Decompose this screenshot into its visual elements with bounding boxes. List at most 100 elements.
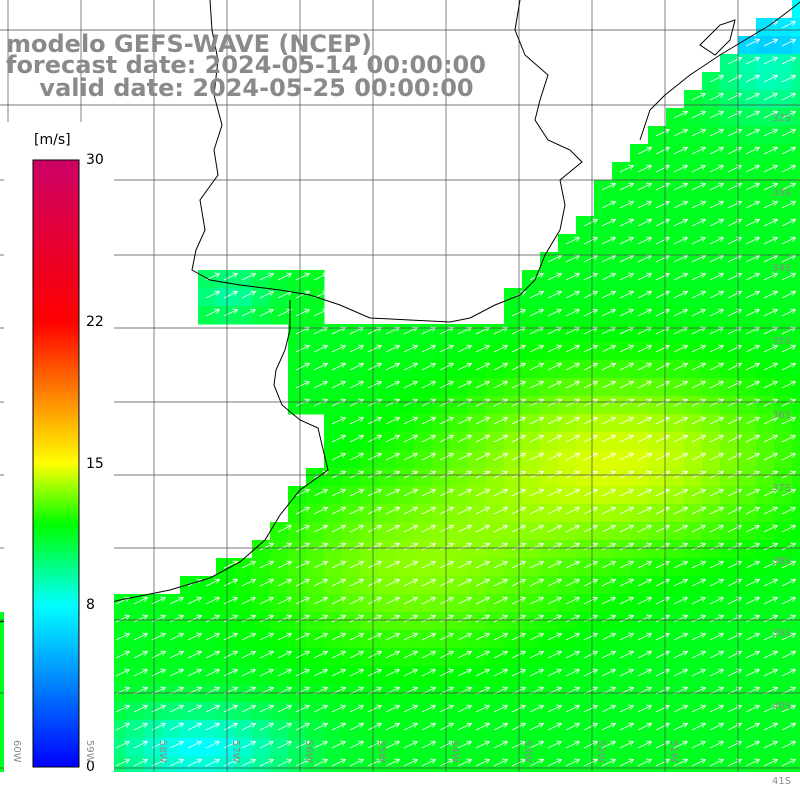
wind-arrow	[763, 362, 779, 371]
wind-arrow	[187, 650, 203, 659]
wind-arrow	[493, 650, 509, 659]
wind-arrow	[547, 380, 563, 389]
wind-arrow	[115, 614, 131, 623]
wind-arrow	[439, 344, 455, 353]
wind-arrow	[565, 560, 581, 569]
wind-arrow	[529, 434, 545, 443]
wind-arrow	[691, 740, 707, 749]
wind-arrow	[277, 668, 293, 677]
wind-arrow	[223, 722, 239, 731]
latitude-label: 41S	[772, 776, 792, 787]
wind-arrow	[313, 488, 329, 497]
longitude-label: 51W	[668, 740, 679, 763]
wind-arrow	[421, 668, 437, 677]
colorbar-frame	[32, 159, 80, 768]
wind-arrow	[169, 668, 185, 677]
wind-arrow	[475, 560, 491, 569]
wind-arrow	[349, 524, 365, 533]
wind-arrow	[673, 506, 689, 515]
wind-arrow	[745, 146, 761, 155]
wind-speed-cell	[792, 504, 800, 523]
wind-arrow	[601, 596, 617, 605]
wind-arrow	[331, 632, 347, 641]
wind-arrow	[655, 164, 671, 173]
wind-arrow	[277, 596, 293, 605]
wind-arrow	[277, 758, 293, 767]
wind-arrow	[475, 362, 491, 371]
wind-arrow	[655, 146, 671, 155]
wind-arrow	[781, 452, 797, 461]
wind-arrow	[691, 380, 707, 389]
wind-arrow	[457, 416, 473, 425]
wind-arrow	[475, 326, 491, 335]
wind-arrow	[439, 488, 455, 497]
coastline-north	[639, 1, 800, 141]
wind-arrow	[475, 380, 491, 389]
wind-arrow	[187, 740, 203, 749]
wind-arrow	[583, 542, 599, 551]
wind-arrow	[529, 506, 545, 515]
wind-arrow	[187, 758, 203, 767]
wind-arrow	[259, 272, 275, 281]
wind-arrow	[637, 524, 653, 533]
wind-arrow	[583, 488, 599, 497]
wind-arrow	[205, 668, 221, 677]
wind-arrow	[223, 308, 239, 317]
wind-arrow	[385, 434, 401, 443]
wind-speed-cell	[792, 360, 800, 379]
wind-arrow	[331, 758, 347, 767]
wind-arrow	[655, 236, 671, 245]
wind-arrow	[673, 668, 689, 677]
wind-arrow	[781, 326, 797, 335]
wind-arrow	[547, 614, 563, 623]
wind-arrow	[691, 236, 707, 245]
wind-arrow	[565, 380, 581, 389]
wind-arrow	[655, 416, 671, 425]
wind-arrow	[583, 614, 599, 623]
wind-arrow	[457, 668, 473, 677]
wind-speed-cell	[792, 378, 800, 397]
wind-arrow	[691, 632, 707, 641]
wind-arrow	[475, 704, 491, 713]
wind-arrow	[457, 434, 473, 443]
wind-arrow	[241, 704, 257, 713]
wind-speed-cell	[792, 270, 800, 289]
wind-arrow	[763, 488, 779, 497]
wind-arrow	[295, 722, 311, 731]
wind-arrow	[439, 506, 455, 515]
wind-arrow	[331, 542, 347, 551]
wind-arrow	[709, 344, 725, 353]
wind-speed-cell	[792, 162, 800, 181]
wind-arrow	[601, 740, 617, 749]
wind-arrow	[529, 380, 545, 389]
wind-arrow	[709, 110, 725, 119]
wind-arrow	[403, 326, 419, 335]
wind-arrow	[781, 362, 797, 371]
wind-arrow	[637, 218, 653, 227]
wind-arrow	[673, 128, 689, 137]
wind-arrow	[781, 20, 797, 29]
wind-arrow	[385, 542, 401, 551]
wind-arrow	[133, 614, 149, 623]
wind-arrow	[493, 452, 509, 461]
wind-arrow	[763, 542, 779, 551]
wind-arrow	[349, 506, 365, 515]
wind-arrow	[673, 344, 689, 353]
wind-arrow	[241, 740, 257, 749]
wind-arrow	[295, 632, 311, 641]
wind-arrow	[583, 344, 599, 353]
wind-arrow	[565, 434, 581, 443]
wind-arrow	[565, 758, 581, 767]
wind-speed-cell	[792, 450, 800, 469]
wind-speed-cell	[792, 180, 800, 199]
wind-arrow	[763, 722, 779, 731]
wind-arrow	[367, 452, 383, 461]
wind-arrow	[313, 542, 329, 551]
wind-arrow	[349, 542, 365, 551]
wind-arrow	[637, 326, 653, 335]
wind-arrow	[745, 182, 761, 191]
wind-arrow	[745, 344, 761, 353]
wind-speed-cell	[792, 72, 800, 91]
wind-arrow	[313, 614, 329, 623]
